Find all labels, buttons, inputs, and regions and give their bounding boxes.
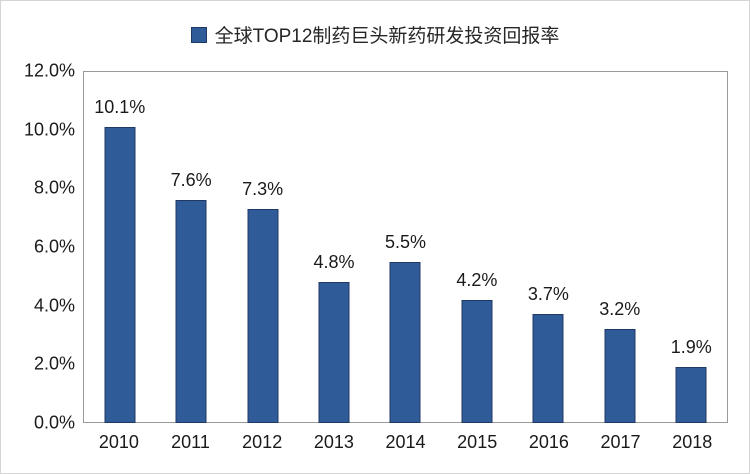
bar-2013 [318,282,350,423]
plot-area: 10.1% 7.6% 7.3% 4.8% 5.5% 4.2% 3.7% 3.2% 1.9% [83,71,728,423]
bar-cell-2017: 3.2% [584,72,655,423]
bars-row: 10.1% 7.6% 7.3% 4.8% 5.5% 4.2% 3.7% 3.2% 1.9% [84,72,727,423]
x-axis: 2010 2011 2012 2013 2014 2015 2016 2017 2018 [83,432,728,453]
bar-cell-2013: 4.8% [298,72,369,423]
bar-cell-2016: 3.7% [513,72,584,423]
y-axis-tick-label: 4.0% [33,295,75,316]
bar-2012 [247,209,279,423]
bar-cell-2015: 4.2% [441,72,512,423]
bar-cell-2014: 5.5% [370,72,441,423]
x-axis-tick-label: 2018 [672,432,713,452]
chart-legend: 全球TOP12制药巨头新药研发投资回报率 [1,21,749,48]
x-axis-tick-label: 2015 [457,432,498,452]
y-axis-tick-label: 2.0% [33,353,75,374]
bar-value-label: 1.9% [670,336,712,357]
x-axis-tick-label: 2010 [98,432,139,452]
bar-value-label: 5.5% [384,231,426,252]
bar-value-label: 4.8% [313,252,355,272]
bar-value-label: 7.3% [242,179,284,200]
bar-cell-2010: 10.1% [84,72,155,423]
bar-2018 [675,366,707,423]
bar-2011 [175,200,207,423]
bar-cell-2011: 7.6% [155,72,226,423]
bar-2015 [461,299,493,423]
bar-value-label: 4.2% [456,269,498,290]
x-axis-tick-label: 2016 [528,432,569,452]
bar-value-label: 10.1% [94,97,146,118]
bar-cell-2018: 1.9% [656,72,727,423]
y-axis-tick-label: 10.0% [23,119,75,140]
x-axis-tick-label: 2014 [385,432,426,452]
bar-2014 [389,261,421,423]
bar-2016 [532,314,564,423]
legend-swatch-icon [190,26,207,43]
bar-cell-2012: 7.3% [227,72,298,423]
y-axis-tick-label: 12.0% [23,60,75,81]
bar-2010 [104,127,136,423]
x-axis-tick-label: 2011 [171,432,210,452]
bar-value-label: 3.2% [599,298,641,319]
bar-2017 [604,328,636,423]
bar-value-label: 3.7% [527,284,569,305]
x-axis-tick-label: 2013 [313,432,354,452]
legend-label: 全球TOP12制药巨头新药研发投资回报率 [214,26,560,47]
bar-value-label: 7.6% [170,170,212,191]
y-axis-tick-label: 0.0% [33,412,75,433]
x-axis-tick-label: 2017 [600,432,641,452]
y-axis-tick-label: 6.0% [33,236,75,257]
x-axis-tick-label: 2012 [242,432,283,452]
y-axis-tick-label: 8.0% [33,177,75,198]
